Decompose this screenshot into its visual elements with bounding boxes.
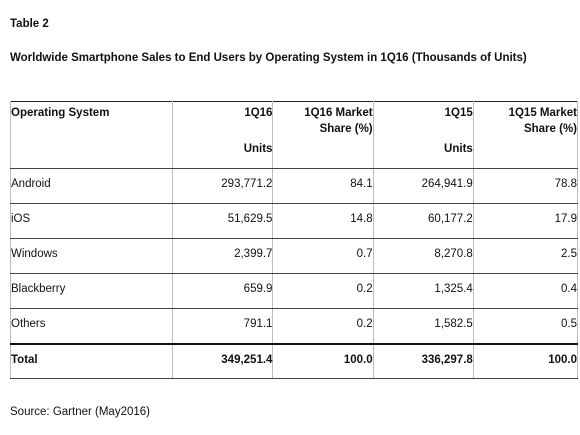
column-label: 1Q15 [444,107,473,119]
column-label: 1Q15 Market Share (%) [508,107,577,135]
row-label: Blackberry [9,273,174,309]
cell: 51,629.5 [172,203,274,239]
cell: 659.9 [172,273,274,309]
cell: 0.7 [272,238,374,274]
column-unit: Units [444,143,473,155]
table-body: Android 293,771.2 84.1 264,941.9 78.8 iOS 51,6… [9,168,579,379]
column-header: 1Q15 Market Share (%) [472,101,579,169]
column-label: 1Q16 [244,107,273,119]
table-label: Table 2 [10,18,49,30]
cell: 0.2 [272,273,374,309]
cell: 0.2 [272,308,374,344]
sales-table: Operating System 1Q16 Units 1Q16 Market Sha… [9,101,579,379]
data-row: iOS 51,629.5 14.8 60,177.2 17.9 [9,203,579,239]
cell: 78.8 [472,168,579,204]
cell: 0.5 [472,308,579,344]
data-row: Android 293,771.2 84.1 264,941.9 78.8 [9,168,579,204]
column-header: 1Q16 Market Share (%) [272,101,374,169]
total-cell: 349,251.4 [172,342,274,379]
total-cell: 100.0 [472,342,579,379]
table-head: Operating System 1Q16 Units 1Q16 Market Sha… [9,101,579,169]
total-row: Total 349,251.4 100.0 336,297.8 100.0 [9,342,579,379]
cell: 0.4 [472,273,579,309]
total-cell: 336,297.8 [372,342,474,379]
cell: 2,399.7 [172,238,274,274]
source-note: Source: Gartner (May2016) [10,406,150,418]
header-row: Operating System 1Q16 Units 1Q16 Market Sha… [9,101,579,169]
column-header: Operating System [9,101,174,169]
total-cell: 100.0 [272,342,374,379]
row-label: Windows [9,238,174,274]
cell: 8,270.8 [372,238,474,274]
row-label: Others [9,308,174,344]
cell: 264,941.9 [372,168,474,204]
data-row: Others 791.1 0.2 1,582.5 0.5 [9,308,579,344]
cell: 791.1 [172,308,274,344]
cell: 2.5 [472,238,579,274]
cell: 14.8 [272,203,374,239]
cell: 1,325.4 [372,273,474,309]
column-label: 1Q16 Market Share (%) [304,107,373,135]
data-row: Blackberry 659.9 0.2 1,325.4 0.4 [9,273,579,309]
data-row: Windows 2,399.7 0.7 8,270.8 2.5 [9,238,579,274]
cell: 84.1 [272,168,374,204]
cell: 1,582.5 [372,308,474,344]
cell: 17.9 [472,203,579,239]
cell: 293,771.2 [172,168,274,204]
total-label: Total [9,342,174,379]
column-header: 1Q15 Units [372,101,474,169]
column-label: Operating System [11,107,110,119]
cell: 60,177.2 [372,203,474,239]
row-label: iOS [9,203,174,239]
table-title: Worldwide Smartphone Sales to End Users … [10,52,527,64]
row-label: Android [9,168,174,204]
column-header: 1Q16 Units [172,101,274,169]
column-unit: Units [243,143,273,155]
